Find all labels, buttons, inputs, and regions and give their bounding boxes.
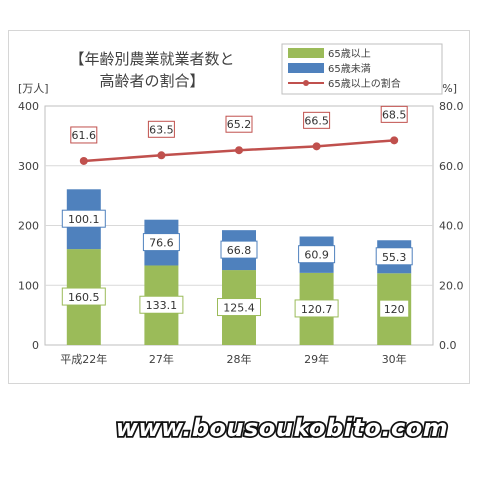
data-label-under65-box [220, 240, 258, 259]
left-axis-unit: [万人] [18, 82, 49, 95]
ratio-label: 66.5 [304, 114, 329, 127]
right-tick-label: 40.0 [439, 220, 464, 233]
ratio-label: 68.5 [382, 108, 407, 121]
ratio-label-box [70, 126, 98, 144]
data-label-under65-box [61, 209, 106, 228]
data-label-under65: 76.6 [149, 237, 174, 250]
data-label-65plus-box [61, 287, 106, 306]
chart-title-line1: 【年齢別農業就業者数と [69, 50, 234, 68]
data-label-under65: 55.3 [382, 251, 407, 264]
right-tick-label: 20.0 [439, 279, 464, 292]
left-tick-label: 100 [18, 279, 39, 292]
data-label-65plus-box [139, 295, 184, 314]
data-label-65plus-box [379, 299, 410, 318]
right-tick-label: 80.0 [439, 100, 464, 113]
data-label-under65: 66.8 [227, 244, 252, 257]
data-label-under65: 60.9 [304, 249, 329, 262]
ratio-label-box [147, 120, 175, 138]
data-label-under65-box [298, 245, 336, 264]
data-label-65plus-box [217, 298, 261, 317]
left-tick-label: 400 [18, 100, 39, 113]
left-tick-label: 200 [18, 220, 39, 233]
legend-label: 65歳以上の割合 [328, 77, 401, 90]
data-label-65plus: 133.1 [146, 299, 178, 312]
legend-swatch [288, 48, 324, 58]
ratio-point [79, 156, 88, 165]
category-label: 29年 [304, 352, 329, 366]
data-label-65plus-box [294, 299, 339, 318]
legend-swatch [288, 63, 324, 73]
legend-label: 65歳未満 [328, 63, 371, 75]
ratio-point [390, 136, 399, 145]
ratio-label-box [225, 115, 253, 133]
ratio-point [235, 146, 243, 155]
legend-marker [303, 80, 309, 86]
category-label: 平成22年 [60, 352, 107, 366]
ratio-label: 65.2 [227, 118, 252, 131]
data-label-under65-box [375, 247, 413, 266]
right-tick-label: 60.0 [439, 160, 464, 173]
right-axis-unit: [%] [438, 82, 457, 95]
watermark-text: www.bousoukobito.com [116, 414, 449, 442]
ratio-point [312, 142, 321, 151]
left-tick-label: 300 [18, 160, 39, 173]
ratio-label-box [380, 105, 408, 123]
chart-title-line2: 高齢者の割合】 [99, 72, 204, 90]
category-label: 28年 [227, 352, 252, 366]
ratio-label-box [303, 111, 331, 129]
data-label-65plus: 120.7 [301, 303, 333, 316]
right-tick-label: 0.0 [439, 339, 457, 352]
ratio-label: 61.6 [72, 129, 97, 142]
data-label-under65-box [142, 233, 180, 252]
data-label-65plus: 160.5 [68, 291, 100, 304]
data-label-65plus: 125.4 [223, 302, 255, 315]
ratio-label: 63.5 [149, 123, 174, 136]
data-label-under65: 100.1 [68, 213, 100, 226]
category-label: 30年 [382, 352, 407, 366]
category-label: 27年 [149, 352, 174, 366]
data-label-65plus: 120 [384, 303, 405, 316]
legend-label: 65歳以上 [328, 48, 371, 60]
left-tick-label: 0 [32, 339, 39, 352]
legend-box [281, 43, 443, 95]
ratio-point [157, 151, 166, 160]
